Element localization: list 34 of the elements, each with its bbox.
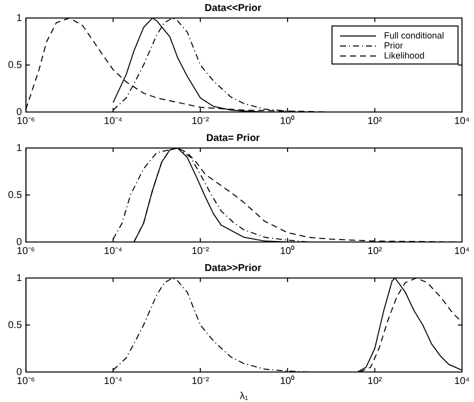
- chart-title: Data<<Prior: [204, 2, 262, 14]
- x-tick-label: 10⁻⁴: [104, 116, 122, 127]
- y-tick-label: 0.5: [8, 60, 22, 71]
- x-tick-label: 10²: [368, 246, 383, 257]
- x-tick-label: 10⁴: [454, 116, 470, 127]
- x-tick-label: 10⁻⁶: [16, 376, 36, 387]
- x-tick-label: 10⁰: [280, 374, 296, 387]
- legend-label: Prior: [384, 40, 404, 50]
- x-tick-label: 10⁻⁶: [16, 246, 36, 257]
- x-tick-label: 10⁻⁴: [104, 246, 122, 257]
- y-tick-label: 0: [16, 236, 22, 248]
- x-tick-label: 10⁴: [454, 376, 470, 387]
- y-tick-label: 1: [16, 142, 22, 154]
- x-tick-label: 10²: [368, 376, 383, 387]
- x-tick-label: 10⁻²: [192, 116, 210, 127]
- y-tick-label: 0: [16, 366, 22, 378]
- y-tick-label: 1: [16, 272, 22, 284]
- legend-label: Full conditional: [384, 30, 444, 40]
- legend-label: Likelihood: [384, 50, 425, 60]
- chart-title: Data= Prior: [206, 132, 260, 144]
- x-tick-label: 10⁰: [280, 244, 296, 257]
- y-tick-label: 0: [16, 106, 22, 118]
- x-axis-title: λ₁: [240, 390, 249, 402]
- x-tick-label: 10⁻⁴: [104, 376, 122, 387]
- x-tick-label: 10⁻²: [192, 246, 210, 257]
- y-tick-label: 0.5: [8, 320, 22, 331]
- y-tick-label: 1: [16, 12, 22, 24]
- x-tick-label: 10⁴: [454, 246, 470, 257]
- x-tick-label: 10⁻⁶: [16, 116, 36, 127]
- x-tick-label: 10²: [368, 116, 383, 127]
- x-tick-label: 10⁰: [280, 114, 296, 127]
- x-tick-label: 10⁻²: [192, 376, 210, 387]
- y-tick-label: 0.5: [8, 190, 22, 201]
- chart-title: Data>>Prior: [204, 262, 262, 274]
